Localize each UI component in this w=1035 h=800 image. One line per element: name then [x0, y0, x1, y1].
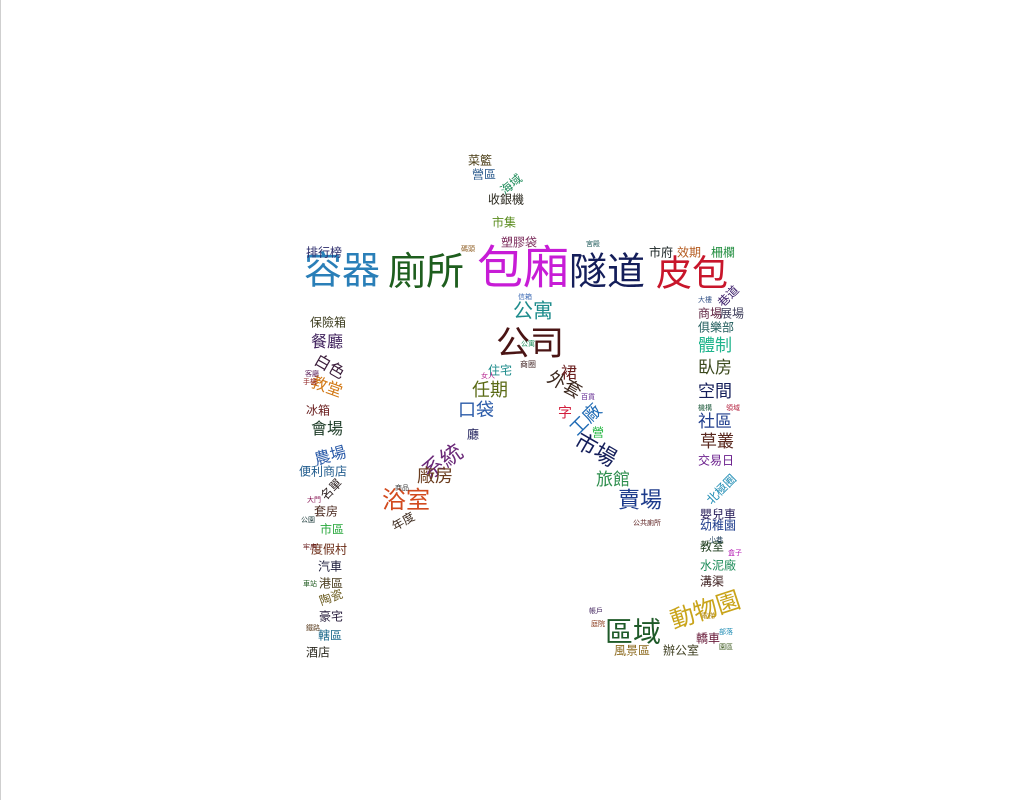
- cloud-word: 市集: [492, 215, 516, 230]
- cloud-word: 草叢: [700, 432, 734, 452]
- cloud-word: 廠房: [417, 465, 453, 487]
- cloud-word: 商圈: [520, 359, 536, 369]
- cloud-word: 酒店: [306, 646, 330, 660]
- cloud-word: 餐廳: [311, 332, 343, 351]
- cloud-word: 會場: [311, 419, 343, 438]
- cloud-word: 裙: [561, 363, 577, 382]
- cloud-word: 園區: [719, 643, 733, 651]
- cloud-word: 宮殿: [586, 239, 600, 248]
- cloud-word: 汽車: [318, 559, 342, 574]
- cloud-word: 隧道: [569, 249, 645, 293]
- cloud-word: 皮包: [656, 254, 728, 295]
- cloud-word: 廁所: [388, 249, 464, 293]
- cloud-word: 廳: [467, 427, 479, 442]
- cloud-word: 客廳: [305, 369, 319, 378]
- cloud-word: 公共廁所: [633, 518, 661, 527]
- cloud-word: 帳戶: [589, 606, 603, 615]
- cloud-word: 包廂: [477, 240, 569, 294]
- cloud-word: 字: [558, 405, 572, 421]
- cloud-word: 住宅: [488, 363, 512, 378]
- cloud-word: 部落: [719, 627, 733, 636]
- cloud-word: 車站: [303, 579, 317, 588]
- cloud-word: 女人: [481, 371, 495, 380]
- cloud-word: 便利商店: [299, 464, 347, 479]
- cloud-word: 公園: [301, 516, 315, 524]
- cloud-word: 手機: [303, 377, 317, 386]
- cloud-word: 營: [592, 426, 604, 440]
- cloud-word: 北極圈: [703, 471, 739, 507]
- cloud-word: 保險箱: [310, 315, 346, 330]
- cloud-word: 區域: [605, 616, 661, 649]
- cloud-word: 浴室: [382, 486, 430, 514]
- cloud-word: 轎車: [696, 632, 720, 646]
- cloud-word: 小巷: [709, 535, 723, 544]
- cloud-word: 領域: [726, 403, 740, 412]
- cloud-word: 庭院: [591, 619, 605, 628]
- cloud-word: 套房: [314, 504, 338, 519]
- cloud-word: 溝渠: [700, 575, 724, 589]
- cloud-word: 市區: [320, 522, 344, 537]
- cloud-word: 幼稚園: [700, 519, 736, 533]
- cloud-word: 碼頭: [461, 245, 475, 253]
- cloud-word: 交易日: [698, 453, 734, 468]
- cloud-word: 公寓: [521, 339, 535, 348]
- cloud-word: 塑膠袋: [501, 235, 537, 250]
- cloud-word: 排行榜: [306, 245, 342, 260]
- cloud-word: 辦公室: [663, 643, 699, 658]
- cloud-word: 風景區: [614, 644, 650, 658]
- cloud-word: 社區: [698, 412, 732, 432]
- cloud-word: 菜籃: [468, 153, 492, 168]
- cloud-word: 商場: [698, 306, 722, 321]
- cloud-word: 公司: [496, 324, 564, 364]
- cloud-word: 市府: [649, 245, 673, 260]
- cloud-word: 教室: [700, 539, 724, 554]
- cloud-word: 展場: [720, 307, 744, 321]
- cloud-word: 機構: [698, 403, 712, 412]
- cloud-word: 營區: [472, 168, 496, 182]
- cloud-word: 信箱: [518, 292, 532, 301]
- cloud-word: 賣場: [618, 488, 662, 513]
- cloud-word: 公寓: [513, 299, 553, 323]
- cloud-word: 盒子: [728, 548, 742, 557]
- cloud-word: 柵欄: [711, 245, 735, 260]
- cloud-word: 臥房: [698, 358, 732, 378]
- cloud-word: 豪宅: [319, 609, 343, 624]
- cloud-word: 港區: [319, 577, 343, 591]
- cloud-word: 名單: [317, 475, 345, 503]
- cloud-word: 牢房: [303, 542, 317, 551]
- cloud-word: 電梯: [701, 611, 715, 620]
- cloud-word: 收銀機: [488, 192, 524, 207]
- cloud-word: 旅館: [596, 470, 630, 490]
- cloud-word: 鐵路: [306, 623, 320, 632]
- cloud-word: 商品: [395, 483, 409, 492]
- cloud-word: 冰箱: [306, 403, 330, 418]
- cloud-word: 嬰兒車: [700, 508, 736, 522]
- cloud-word: 轄區: [318, 628, 342, 643]
- cloud-word: 體制: [698, 336, 732, 356]
- cloud-word: 俱樂部: [698, 320, 734, 335]
- cloud-word: 任期: [472, 380, 508, 401]
- cloud-word: 效期: [677, 245, 701, 260]
- cloud-word: 百貨: [581, 392, 595, 401]
- cloud-word: 大樓: [698, 295, 712, 304]
- cloud-word: 水泥廠: [700, 558, 736, 573]
- cloud-word: 度假村: [311, 542, 347, 557]
- cloud-word: 容器: [304, 248, 380, 292]
- cloud-word: 口袋: [458, 400, 494, 421]
- cloud-word: 空間: [698, 382, 732, 402]
- cloud-word: 大門: [307, 495, 321, 504]
